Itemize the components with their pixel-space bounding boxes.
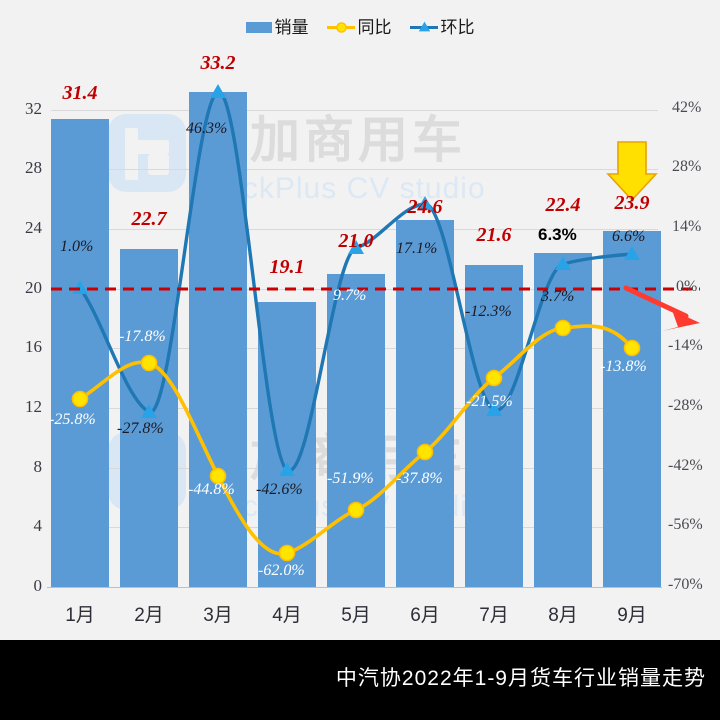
yoy-line-path [78, 324, 634, 556]
footer-bar: 中汽协2022年1-9月货车行业销量走势 [0, 640, 720, 720]
mom-label-apr: -42.6% [256, 481, 303, 498]
bar-jan[interactable] [51, 119, 109, 587]
legend-label-yoy: 同比 [357, 17, 392, 37]
yellow-down-arrow-icon [606, 141, 658, 202]
mom-label-jan: 1.0% [60, 238, 94, 255]
x-tick-may: 5月 [341, 605, 371, 626]
bar-label-feb: 22.7 [131, 208, 167, 230]
bar-jun[interactable] [396, 220, 454, 587]
bar-swatch-icon [245, 21, 272, 33]
y-tick-left: 16 [25, 337, 42, 356]
legend-item-mom[interactable]: 环比 [409, 17, 475, 37]
bar-label-jun: 24.6 [407, 196, 443, 218]
mom-label-feb: -27.8% [117, 420, 164, 437]
y-tick-right: -14% [668, 337, 703, 354]
circle-marker-icon [326, 21, 355, 33]
bar-label-apr: 19.1 [269, 256, 305, 278]
red-trend-arrow-icon [623, 285, 700, 331]
yoy-label-jul: -21.5% [466, 393, 513, 410]
y-tick-right: -56% [668, 516, 703, 533]
y-tick-right: -70% [668, 576, 703, 593]
bar-aug[interactable] [534, 253, 592, 587]
y-tick-right: -28% [668, 397, 703, 414]
yoy-label-sep: -13.8% [600, 358, 647, 375]
x-tick-mar: 3月 [203, 605, 233, 626]
bar-jul[interactable] [465, 265, 523, 587]
x-tick-aug: 8月 [548, 605, 578, 626]
bar-mar[interactable] [189, 92, 247, 587]
y-tick-right: 42% [672, 99, 702, 116]
y-tick-right: -42% [668, 457, 703, 474]
mom-markers [72, 84, 640, 476]
y-tick-right: 14% [672, 218, 702, 235]
yoy-label-jan: -25.8% [49, 411, 96, 428]
bar-may[interactable] [327, 274, 385, 587]
x-tick-jan: 1月 [65, 605, 95, 626]
y-tick-left: 12 [25, 397, 42, 416]
bar-label-may: 21.0 [338, 230, 374, 252]
x-axis-line [47, 587, 662, 588]
x-tick-jul: 7月 [479, 605, 509, 626]
x-tick-apr: 4月 [272, 605, 302, 626]
yoy-label-may: -51.9% [327, 470, 374, 487]
y-tick-left: 20 [25, 278, 42, 297]
legend-item-yoy[interactable]: 同比 [326, 17, 392, 37]
yoy-markers [71, 319, 641, 562]
mom-label-mar: 46.3% [186, 120, 228, 137]
mom-label-may: 9.7% [333, 287, 367, 304]
x-tick-sep: 9月 [617, 605, 647, 626]
footer-title: 中汽协2022年1-9月货车行业销量走势 [335, 667, 706, 690]
bar-label-sep: 23.9 [614, 192, 650, 214]
yoy-label-aug: 3.7% [541, 288, 575, 305]
yoy-label-jun: -37.8% [396, 470, 443, 487]
y-tick-left: 8 [33, 457, 43, 476]
y-tick-left: 32 [25, 99, 42, 118]
legend-item-sales[interactable]: 销量 [245, 17, 309, 37]
mom-label-jun: 17.1% [396, 240, 438, 257]
yoy-label-mar: -44.8% [188, 481, 235, 498]
bar-label-mar: 33.2 [200, 52, 236, 74]
y-tick-left: 4 [33, 516, 43, 535]
mom-label-aug: 6.3% [538, 225, 577, 244]
mom-line-path [78, 90, 634, 472]
bar-label-aug: 22.4 [545, 194, 581, 216]
y-tick-left: 28 [25, 158, 42, 177]
yoy-label-apr: -62.0% [258, 562, 305, 579]
bar-label-jan: 31.4 [62, 82, 98, 104]
yoy-label-feb: -17.8% [119, 328, 166, 345]
bar-apr[interactable] [258, 302, 316, 587]
bar-label-jul: 21.6 [476, 224, 512, 246]
y-tick-right: 28% [672, 158, 702, 175]
mom-label-jul: -12.3% [465, 303, 512, 320]
mom-label-sep: 6.6% [612, 228, 646, 245]
x-tick-jun: 6月 [410, 605, 440, 626]
chart-legend: 销量 同比 环比 [0, 14, 720, 40]
x-tick-feb: 2月 [134, 605, 164, 626]
triangle-marker-icon [409, 21, 438, 33]
y-tick-right: 0% [676, 278, 698, 295]
y-tick-left: 0 [33, 576, 43, 595]
legend-label-mom: 环比 [440, 17, 475, 37]
y-tick-left: 24 [25, 218, 42, 237]
line-series-layer [51, 84, 700, 562]
legend-label-sales: 销量 [274, 17, 309, 37]
chart-canvas: 销量 同比 环比 提加商用车 TruckPlus CV studio [0, 14, 720, 626]
